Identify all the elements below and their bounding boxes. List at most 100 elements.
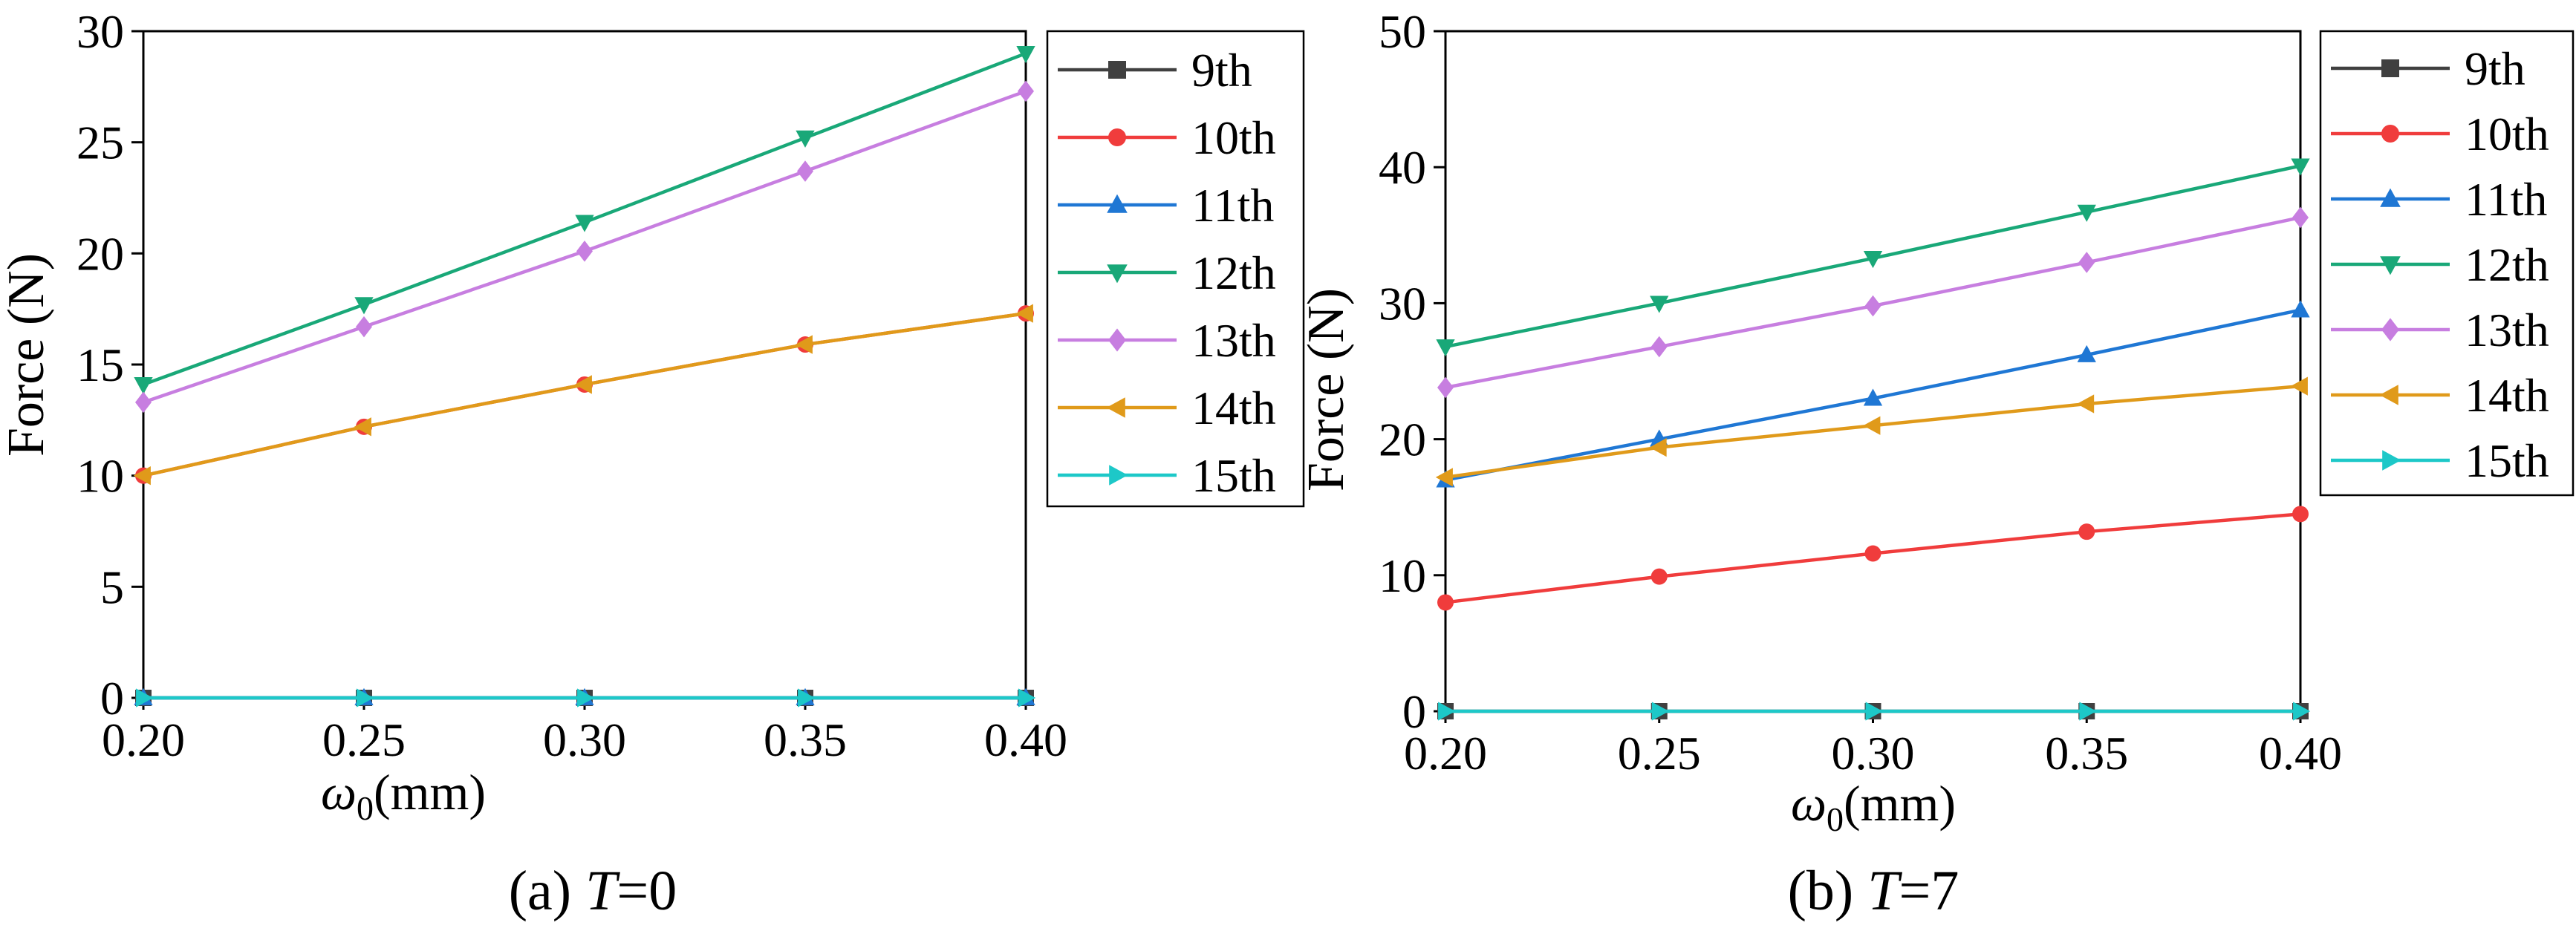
legend-marker-a [1108,328,1126,352]
data-point-13th-b [1437,376,1454,399]
legend-marker-b [2381,125,2399,143]
series-15th-a [136,688,1036,708]
data-point-14th-a [133,466,151,486]
data-point-14th-a [795,335,813,354]
data-point-15th-b [1865,702,1883,721]
data-point-11th-b [1863,388,1883,406]
data-point-14th-b [1649,437,1667,457]
data-point-12th-a [575,215,594,232]
data-point-15th-b [2079,702,2097,721]
x-tick-label-a: 0.30 [543,713,626,766]
data-point-10th-b [1864,545,1881,562]
data-point-13th-a [135,391,152,414]
data-point-12th-b [1650,295,1669,313]
legend-b: 9th 10th 11th 12th 13th 14th 15th [2319,30,2575,497]
legend-marker-b [2382,450,2401,471]
y-tick-label-b: 40 [1379,141,1426,194]
plot-b: 0.20 0.25 0.30 0.35 0.40 0 10 20 30 40 50 [1379,5,2342,780]
plot-frame-b [1444,30,2302,713]
series-14th-b [1435,376,2308,487]
legend-item-12th-a: 12th [1058,246,1276,299]
y-tick-label-a: 5 [100,561,124,613]
data-point-13th-a [356,316,372,338]
plot-frame-a [142,30,1027,699]
legend-marker-a [1107,264,1128,284]
legend-marker-b [2380,256,2401,275]
data-point-12th-b [1436,339,1455,357]
xlabel-sub-a: 0 [357,789,374,827]
y-tick-label-b: 50 [1379,5,1426,58]
data-point-15th-a [577,688,595,708]
legend-marker-a [1109,465,1128,486]
data-point-13th-b [2078,252,2095,273]
legend-label-a: 13th [1191,314,1276,367]
y-tick-label-b: 30 [1379,277,1426,330]
data-point-10th-b [2078,523,2095,540]
x-tick-label-a: 0.40 [984,713,1067,766]
x-tick-label-b: 0.30 [1832,727,1915,780]
data-point-10th-b [1650,568,1668,585]
chart-panel-b: Force (N) ω0(mm) (b) T=7 [1298,288,1959,922]
legend-item-13th-b: 13th [2331,304,2549,356]
legend-label-b: 9th [2465,42,2525,95]
data-point-10th-b [1437,594,1454,611]
legend-marker-b [2381,318,2399,342]
series-12th-a [134,46,1035,395]
x-tick-label-a: 0.25 [322,713,406,766]
data-point-15th-b [1438,702,1456,721]
legend-label-b: 14th [2465,369,2549,422]
xlabel-unit-a: (mm) [374,764,486,820]
y-tick-label-b: 10 [1379,549,1426,602]
legend-item-9th-a: 9th [1058,44,1252,97]
data-point-11th-b [2291,300,2310,318]
legend-label-a: 15th [1191,449,1276,502]
legend-marker-a [1107,194,1128,213]
x-tick-label-b: 0.35 [2045,727,2128,780]
series-12th-b [1436,158,2310,357]
y-tick-label-a: 15 [77,339,124,391]
y-tick-label-a: 25 [77,117,124,169]
y-tick-label-a: 20 [77,227,124,280]
series-14th-a [133,304,1033,486]
data-point-13th-a [1018,80,1034,102]
legend-item-12th-b: 12th [2331,238,2549,291]
legend-label-a: 11th [1191,179,1274,232]
panel-value-a: =0 [617,860,677,922]
xlabel-a: ω0(mm) [321,764,486,827]
legend-box-a [1046,30,1305,508]
xlabel-b: ω0(mm) [1791,775,1956,838]
legend-marker-a [1106,397,1125,418]
legend-label-a: 9th [1191,44,1252,97]
chart-panel-a: Force (N) ω0(mm) (a) T=0 [0,253,677,922]
xlabel-unit-b: (mm) [1844,775,1956,832]
x-tick-label-b: 0.20 [1404,727,1487,780]
panel-var-b: T [1867,860,1902,922]
legend-item-15th-b: 15th [2331,434,2549,487]
legend-label-a: 12th [1191,246,1276,299]
series-15th-b [1438,702,2311,721]
legend-marker-a [1108,61,1126,79]
data-point-15th-a [1018,688,1036,708]
data-point-12th-b [2291,158,2310,176]
panel-value-b: =7 [1899,860,1959,922]
x-tick-label-a: 0.35 [764,713,847,766]
legend-marker-b [2380,188,2401,207]
legend-item-14th-a: 14th [1058,382,1276,434]
xlabel-symbol-b: ω [1791,775,1827,832]
x-tick-label-b: 0.40 [2259,727,2342,780]
series-13th-b [1437,206,2309,399]
data-point-14th-b [1435,468,1453,487]
xlabel-sub-b: 0 [1827,800,1844,838]
legend-item-15th-a: 15th [1058,449,1276,502]
legend-label-a: 14th [1191,382,1276,434]
legend-item-11th-b: 11th [2331,173,2547,226]
data-point-14th-b [1863,416,1881,435]
y-tick-label-b: 20 [1379,414,1426,466]
x-tick-label-b: 0.25 [1618,727,1701,780]
data-point-12th-b [1863,251,1883,269]
ylabel-a: Force (N) [0,253,55,457]
panel-label-a: (a) [509,860,585,922]
data-point-14th-a [1015,304,1033,323]
data-point-15th-a [357,688,374,708]
